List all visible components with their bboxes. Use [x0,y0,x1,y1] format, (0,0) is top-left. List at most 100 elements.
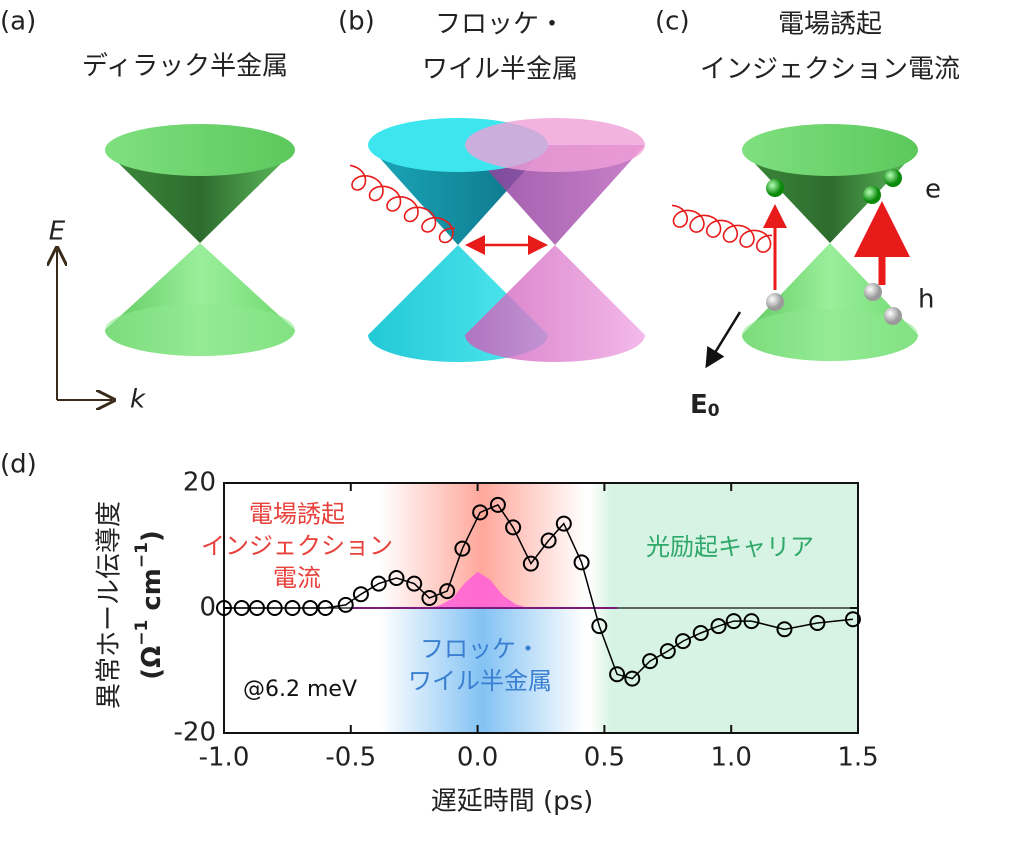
data-point [472,504,489,521]
data-point [659,643,676,660]
light-wave [671,204,773,253]
cone-base [742,309,918,361]
field-symbol: E [690,390,708,420]
panel-label: (d) [0,450,37,480]
x-tick-label: 0.5 [584,743,625,773]
panel-label: (a) [0,7,36,37]
cone [105,150,295,243]
unit-part: (Ω [137,646,167,680]
panel-c: (c) 電場誘起 インジェクション電流 e h E0 [655,7,960,422]
y-axis-label: 異常ホール伝導度 [95,501,125,709]
data-point [248,600,265,616]
panel-title: ワイル半金属 [422,55,578,85]
data-point [591,618,608,635]
y-tick-label: 20 [183,468,216,498]
data-point [317,600,334,616]
chart-backgrounds [380,483,858,733]
x-tick-label: 0.0 [457,743,498,773]
annotation: インジェクション [201,532,393,560]
chart: (d) 遅延時間 (ps) 異常ホール伝導度 (Ω−1 cm−1) -1.0 -0… [0,450,879,817]
data-point [505,519,522,536]
data-point [388,570,405,586]
electron-label: e [925,175,941,205]
data-point [284,600,301,616]
data-point [439,583,456,600]
axis-label: E [49,217,66,247]
data-point [675,633,692,650]
cone [742,150,918,243]
annotation: ワイル半金属 [408,667,552,695]
panel-a: (a) ディラック半金属 E k [0,7,295,415]
annotation: 電流 [273,564,321,592]
unit-part: cm [137,568,167,620]
panel-b: (b) フロッケ・ ワイル半金属 [338,7,645,362]
y-tick-label: 0 [199,593,216,623]
hole [884,307,902,325]
data-point [216,600,232,616]
hole [766,293,784,311]
data-point [710,618,727,635]
data-point [266,600,283,616]
annotation: フロッケ・ [420,635,540,663]
field-arrow [705,311,742,369]
y-axis-unit: (Ω−1 cm−1) [132,530,167,680]
data-point [370,575,387,592]
data-point [337,596,354,613]
pump-pulse [426,571,529,608]
data-point [454,540,471,557]
panel-title: インジェクション電流 [700,55,960,85]
panel-label: (c) [655,7,690,37]
electron [863,186,881,204]
data-point [692,625,709,641]
unit-sup: −1 [132,620,152,646]
data-point [489,496,506,513]
data-point [776,621,793,638]
data-point [555,515,572,532]
x-tick-label: 1.5 [837,743,878,773]
data-point [609,666,626,683]
panel-title: ディラック半金属 [82,52,288,82]
cone-base [105,304,295,356]
region-floquet [380,607,585,733]
cone [465,245,645,362]
x-tick-label: -1.0 [199,743,250,773]
data-point [522,555,539,572]
electron [884,169,902,187]
panel-title: フロッケ・ [435,10,565,40]
annotation: 電場誘起 [249,500,345,528]
data-point [573,554,590,571]
panel-label: (b) [338,7,375,37]
data-point [302,600,319,616]
unit-part: ) [137,530,167,542]
electron [766,179,784,197]
x-tick-label: -0.5 [325,743,376,773]
cone-top [742,124,918,176]
field-subscript: 0 [708,401,720,421]
data-point [233,600,250,616]
cone-top [465,118,645,172]
x-axis-label: 遅延時間 (ps) [431,787,594,817]
cone [465,145,645,245]
data-point [809,615,826,631]
unit-sup: −1 [132,542,152,568]
data-point [421,590,438,606]
field-label: E0 [690,390,720,422]
data-point [624,670,641,687]
annotation: 光励起キャリア [646,533,814,561]
panel-title: 電場誘起 [778,10,882,40]
data-point [540,532,557,549]
data-point [406,575,423,592]
y-tick-label: -20 [174,718,216,748]
hole-label: h [918,285,934,315]
data-point [352,586,369,603]
cone-top [105,124,295,176]
annotation: @6.2 meV [243,677,357,702]
data-point [725,613,742,630]
data-point [844,611,861,628]
x-tick-label: 1.0 [711,743,752,773]
data-point [642,653,659,670]
light-wave [349,164,456,244]
axis-label: k [130,385,146,415]
